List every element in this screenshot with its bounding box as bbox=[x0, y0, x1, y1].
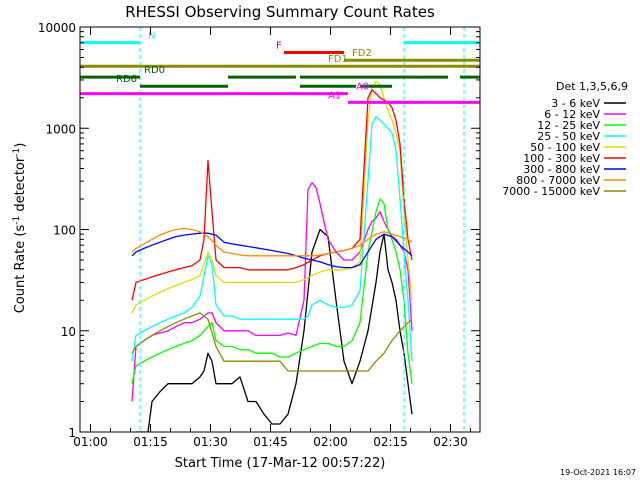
legend-label-4: 50 - 100 keV bbox=[530, 141, 600, 154]
state-label-n: N bbox=[148, 31, 155, 42]
x-tick-label-6: 02:30 bbox=[433, 435, 468, 449]
legend-label-8: 7000 - 15000 keV bbox=[502, 185, 600, 198]
y-axis-title-main: Count Rate (s bbox=[13, 225, 28, 314]
series-line-4 bbox=[131, 80, 413, 314]
series-line-2 bbox=[131, 198, 413, 384]
y-axis-title-sup1: -1 bbox=[12, 216, 22, 225]
legend-label-0: 3 - 6 keV bbox=[551, 97, 600, 110]
legend-label-2: 12 - 25 keV bbox=[537, 119, 600, 132]
series-layer bbox=[131, 80, 413, 432]
y-tick-label-2: 100 bbox=[53, 224, 76, 238]
x-tick-label-4: 02:00 bbox=[313, 435, 348, 449]
y-axis-title-mid: detector bbox=[13, 156, 28, 216]
legend-label-5: 100 - 300 keV bbox=[523, 152, 600, 165]
state-label-fd2: FD2 bbox=[352, 48, 372, 59]
legend-label-7: 800 - 7000 keV bbox=[516, 174, 600, 187]
x-axis-title: Start Time (17-Mar-12 00:57:22) bbox=[175, 456, 386, 471]
series-line-7 bbox=[131, 227, 413, 257]
state-label-rd0: RD0 bbox=[144, 65, 165, 76]
svg-text:Count Rate (s-1 detector-1): Count Rate (s-1 detector-1) bbox=[12, 143, 28, 314]
series-line-1 bbox=[131, 182, 413, 402]
x-tick-layer: 01:00 01:15 01:30 01:45 02:00 02:15 02:30 bbox=[73, 27, 472, 449]
state-label-a0: A0 bbox=[356, 82, 369, 93]
legend-label-1: 6 - 12 keV bbox=[544, 108, 600, 121]
y-tick-label-0: 1 bbox=[68, 426, 76, 440]
state-label-f: F bbox=[276, 40, 282, 51]
x-tick-label-3: 01:45 bbox=[253, 435, 288, 449]
series-line-5 bbox=[131, 89, 413, 301]
y-axis-title-sup2: -1 bbox=[12, 148, 22, 157]
legend-label-6: 300 - 800 keV bbox=[523, 163, 600, 176]
state-label-rd6: RD6 bbox=[116, 74, 137, 85]
series-line-0 bbox=[136, 228, 413, 432]
footer-date: 19-Oct-2021 16:07 bbox=[560, 468, 636, 477]
x-tick-label-5: 02:15 bbox=[373, 435, 408, 449]
chart-title: RHESSI Observing Summary Count Rates bbox=[125, 3, 435, 21]
legend-title: Det 1,3,5,6,9 bbox=[556, 80, 628, 93]
series-line-6 bbox=[131, 232, 413, 269]
y-tick-layer: 1 10 100 1000 10000 bbox=[38, 21, 480, 440]
legend-label-3: 25 - 50 keV bbox=[537, 130, 600, 143]
y-axis-title-end: ) bbox=[13, 143, 28, 148]
state-label-fd1: FD1 bbox=[328, 54, 348, 65]
x-tick-label-2: 01:30 bbox=[193, 435, 228, 449]
y-axis-title: Count Rate (s-1 detector-1) bbox=[12, 143, 28, 314]
series-line-3 bbox=[131, 116, 413, 362]
y-tick-label-1: 10 bbox=[61, 325, 76, 339]
y-tick-label-4: 10000 bbox=[38, 21, 76, 35]
x-tick-label-0: 01:00 bbox=[73, 435, 108, 449]
state-bar-layer: N F FD1 FD2 RD0 RD6 A0 A1 bbox=[80, 31, 480, 104]
series-line-8 bbox=[131, 312, 413, 372]
y-tick-label-3: 1000 bbox=[45, 122, 76, 136]
x-tick-label-1: 01:15 bbox=[133, 435, 168, 449]
state-label-a1: A1 bbox=[328, 90, 341, 101]
